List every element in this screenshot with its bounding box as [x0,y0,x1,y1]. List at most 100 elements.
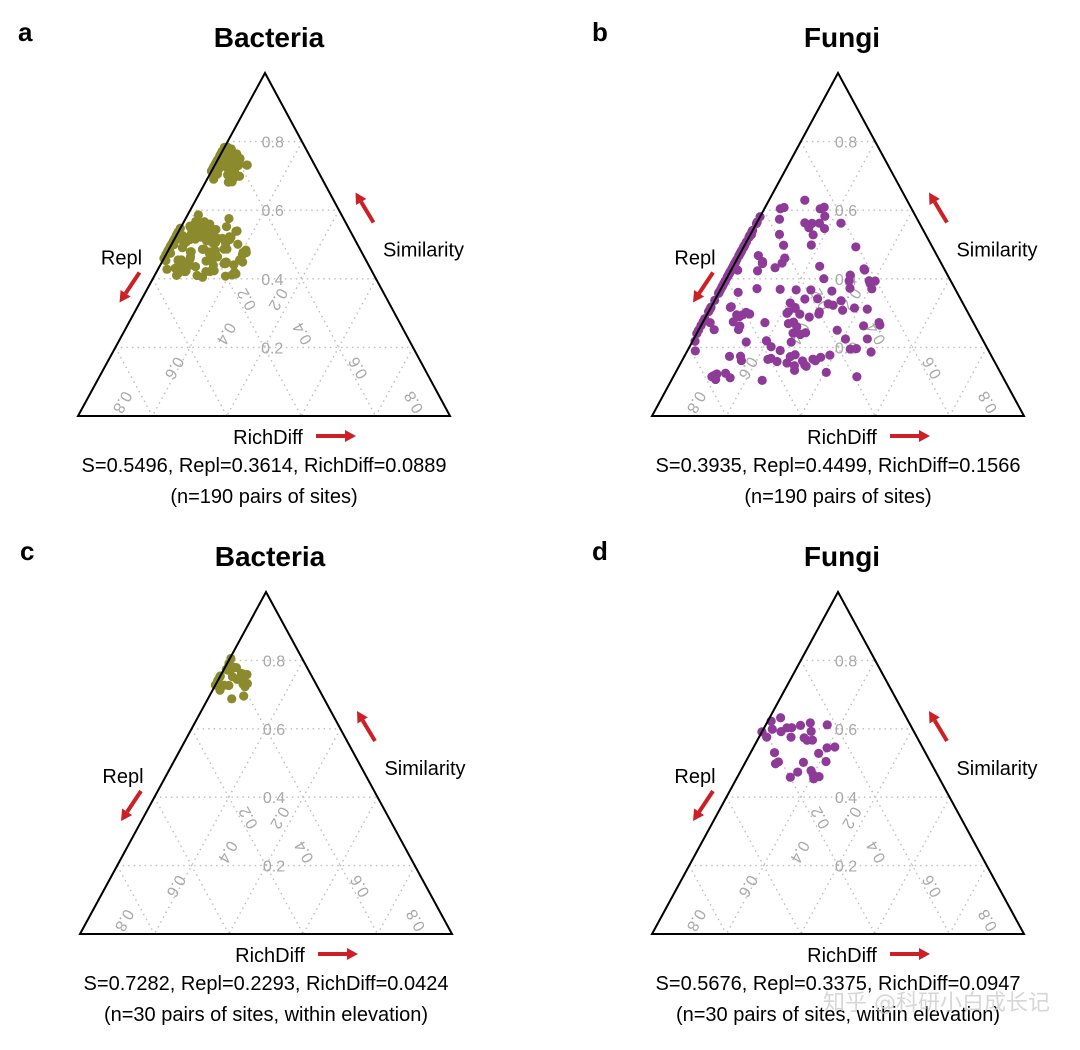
data-point [779,202,789,213]
data-point [836,218,846,228]
axis-label-repl: Repl [102,766,143,788]
data-point [707,372,717,382]
data-point [806,726,816,736]
data-point [791,285,801,295]
grid-line [190,728,304,935]
stats-line: S=0.7282, Repl=0.2293, RichDiff=0.0424 [84,973,449,995]
ternary-frame [76,70,452,417]
data-point [780,253,790,263]
data-point [224,213,234,224]
tick-label-similarity: 0.6 [261,203,283,220]
panel-title: Fungi [804,22,880,53]
sample-size-line: (n=30 pairs of sites, within elevation) [104,1004,428,1026]
stats-line: S=0.5496, Repl=0.3614, RichDiff=0.0889 [82,455,447,477]
tick-label-similarity: 0.2 [261,340,283,357]
data-point [788,328,798,338]
data-point [795,720,806,730]
data-point [226,159,237,169]
data-point [795,329,805,340]
data-point [193,210,203,220]
tick-label-similarity: 0.8 [835,653,857,670]
data-point [238,247,248,258]
grid-line [228,728,342,935]
data-point [162,264,172,274]
grid-line [725,796,802,935]
tick-label-repl: 0.8 [683,906,709,934]
data-point [186,247,196,257]
data-point [836,296,846,306]
data-point [851,343,862,354]
data-point [726,302,736,312]
data-point [815,261,825,271]
tick-label-similarity: 0.8 [262,135,284,152]
repl-arrow-head [693,290,705,303]
tick-label-richdiff: 0.2 [236,803,262,831]
data-point [804,312,814,322]
axis-label-richdiff: RichDiff [235,945,305,967]
data-point [785,352,795,362]
panel-title: Fungi [804,541,880,572]
data-point [822,743,832,753]
data-point [232,226,242,236]
data-point [778,240,789,250]
repl-arrow-head [121,808,133,821]
ternary-frame [650,589,1026,935]
data-point [197,244,208,254]
data-point [837,305,848,315]
data-point [814,218,825,228]
data-point [752,284,762,294]
data-point [227,672,238,682]
similarity-arrow-shaft [932,719,949,743]
data-point [805,718,815,728]
data-point [860,265,870,275]
data-point [185,221,195,231]
repl-arrow-shaft [125,789,143,813]
data-point [242,160,252,170]
tick-label-richdiff: 0.8 [403,906,429,934]
tick-label-repl: 0.2 [266,804,292,832]
data-point [862,304,872,314]
tick-label-similarity: 0.6 [263,722,285,739]
data-point [832,325,842,335]
grid-line [226,209,340,417]
data-point [760,317,770,328]
data-point [738,310,748,320]
tick-label-richdiff: 0.2 [808,803,834,831]
data-point [820,211,830,221]
similarity-arrow-head [929,192,940,206]
data-point [774,229,785,239]
axis-label-similarity: Similarity [384,758,465,780]
data-point [761,336,772,346]
points [210,653,252,704]
repl-arrow-head [119,290,131,303]
grid-line [688,347,728,417]
grid-line [114,347,154,417]
data-point [797,356,808,366]
tick-label-repl: 0.8 [109,388,135,416]
tick-label-repl: 0.6 [163,872,189,900]
ternary-grid [114,140,414,417]
stats-line: S=0.3935, Repl=0.4499, RichDiff=0.1566 [656,455,1021,477]
tick-label-repl: 0.8 [111,906,137,934]
data-point [239,691,249,701]
data-point [813,294,823,304]
grid-line [116,865,156,935]
tick-label-richdiff: 0.8 [975,906,1001,934]
grid-line [874,278,951,417]
data-point [775,284,785,295]
tick-label-repl: 0.6 [735,872,761,900]
data-point [774,214,785,224]
data-point [728,317,738,327]
tick-label-similarity: 0.4 [261,272,283,289]
tick-label-richdiff: 0.2 [234,285,260,313]
data-point [793,767,803,777]
data-point [201,256,211,266]
ternary-frame [78,589,454,935]
tick-label-richdiff: 0.4 [864,838,890,866]
data-point [207,250,217,260]
tick-label-similarity: 0.4 [835,790,857,807]
data-point [709,325,719,335]
data-point [783,318,793,329]
data-point [237,672,248,682]
